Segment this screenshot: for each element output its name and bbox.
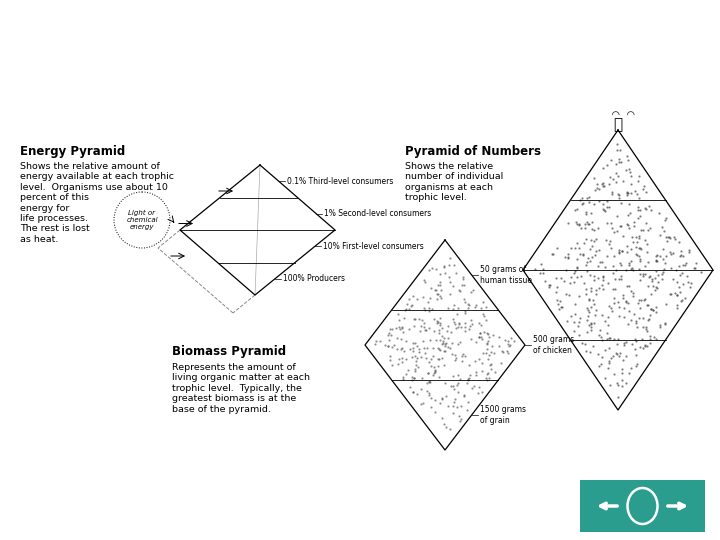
Circle shape (114, 192, 170, 248)
Text: 500 grams
of chicken: 500 grams of chicken (533, 335, 575, 355)
Text: 10% First-level consumers: 10% First-level consumers (323, 242, 424, 251)
Text: Shows the relative amount of
energy available at each trophic
level.  Organisms : Shows the relative amount of energy avai… (20, 162, 174, 244)
Text: Represents the amount of
living organic matter at each
trophic level.  Typically: Represents the amount of living organic … (172, 363, 310, 414)
Text: 1500 grams
of grain: 1500 grams of grain (480, 405, 526, 424)
Text: Energy Pyramid: Energy Pyramid (20, 145, 125, 158)
Text: 🦅: 🦅 (613, 118, 623, 132)
Text: Shows the relative
number of individual
organisms at each
trophic level.: Shows the relative number of individual … (405, 162, 503, 202)
Text: ⌒ ⌒: ⌒ ⌒ (612, 109, 634, 122)
Text: Pyramid of Numbers: Pyramid of Numbers (405, 145, 541, 158)
Text: Light or
chemical
energy: Light or chemical energy (126, 210, 158, 230)
Text: 50 grams of
human tissue: 50 grams of human tissue (480, 265, 531, 285)
Text: Biomass Pyramid: Biomass Pyramid (172, 345, 286, 358)
Text: 100% Producers: 100% Producers (283, 274, 345, 284)
Text: 0.1% Third-level consumers: 0.1% Third-level consumers (287, 177, 393, 186)
Bar (580, 480, 705, 532)
Text: 1% Second-level consumers: 1% Second-level consumers (324, 209, 431, 218)
Ellipse shape (628, 488, 657, 524)
